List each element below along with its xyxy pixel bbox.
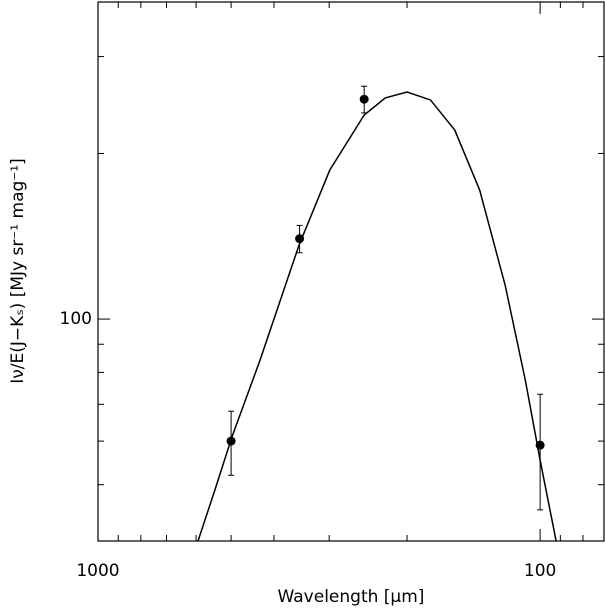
y-tick-label: 100 — [60, 309, 92, 329]
data-point — [359, 94, 369, 104]
fit-curve — [197, 91, 557, 542]
x-tick-label: 1000 — [76, 561, 119, 581]
plot-frame — [97, 1, 605, 542]
y-axis-label: Iν/E(J−Kₛ) [MJy sr⁻¹ mag⁻¹] — [8, 158, 28, 383]
x-axis-label: Wavelength [μm] — [278, 587, 425, 607]
x-tick-label: 100 — [524, 561, 556, 581]
